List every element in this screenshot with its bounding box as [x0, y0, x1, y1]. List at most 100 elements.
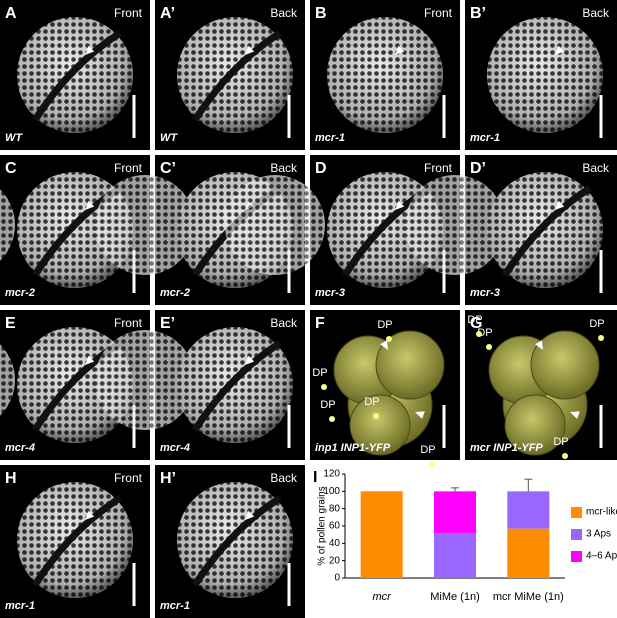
aperture — [192, 340, 282, 432]
genotype-label: mcr-3 — [315, 287, 345, 299]
aperture — [502, 185, 592, 277]
neighbor-grain — [405, 175, 505, 275]
y-tick-label: 0 — [334, 573, 340, 584]
panel-letter: G — [470, 315, 482, 332]
genotype-label: mcr-1 — [470, 132, 500, 144]
yfp-cell — [504, 394, 566, 456]
panel-letter: H’ — [160, 470, 176, 487]
genotype-label: mcr-3 — [470, 287, 500, 299]
y-tick-label: 80 — [329, 503, 341, 514]
view-label: Back — [582, 161, 610, 175]
yfp-cell — [530, 330, 600, 400]
yfp-dot — [386, 336, 392, 342]
arrowhead — [535, 340, 543, 350]
legend-label: 4–6 Aps — [586, 551, 617, 562]
arrowhead — [85, 355, 95, 365]
neighbor-grain — [0, 344, 15, 416]
view-label: Back — [270, 6, 298, 20]
y-tick-label: 120 — [323, 469, 340, 480]
aperture — [32, 495, 122, 587]
neighbor-grain — [225, 175, 325, 275]
legend-swatch — [571, 507, 582, 518]
view-label: Front — [424, 161, 453, 175]
bar-segment — [360, 491, 403, 578]
arrowhead — [395, 45, 405, 55]
view-label: Front — [114, 161, 143, 175]
view-label: Front — [114, 471, 143, 485]
yfp-dot — [373, 413, 379, 419]
yfp-dot — [329, 416, 335, 422]
image-panel: Back A’ WT — [155, 0, 305, 150]
genotype-label: mcr-4 — [160, 442, 190, 454]
y-tick-label: 60 — [329, 521, 341, 532]
view-label: Front — [114, 6, 143, 20]
x-tick-label: mcr — [373, 591, 393, 603]
y-tick-label: 100 — [323, 486, 340, 497]
yfp-dot — [321, 384, 327, 390]
arrowhead — [245, 510, 255, 520]
y-tick-label: 20 — [329, 555, 341, 566]
yfp-dot — [429, 461, 435, 467]
bar-segment — [507, 528, 550, 578]
arrowhead — [415, 411, 425, 419]
bar-segment — [434, 532, 476, 578]
dp-label: DP — [377, 319, 392, 331]
arrowhead — [85, 200, 95, 210]
dp-label: DP — [364, 396, 379, 408]
arrowhead — [555, 45, 565, 55]
yfp-cell — [375, 330, 445, 400]
panel-letter: A’ — [160, 5, 175, 22]
yfp-dot — [562, 453, 568, 459]
panel-letter: F — [315, 315, 325, 332]
bar-segment — [434, 491, 476, 533]
aperture — [32, 30, 122, 122]
neighbor-grain — [0, 189, 15, 261]
error-bar — [451, 487, 459, 492]
y-tick-label: 40 — [329, 538, 341, 549]
dp-label: DP — [320, 399, 335, 411]
genotype-label: mcr-1 — [5, 600, 35, 612]
aperture — [192, 30, 282, 122]
arrowhead — [380, 340, 388, 350]
image-panel: Back E’ mcr-4 — [95, 310, 305, 460]
arrowhead — [245, 355, 255, 365]
arrowhead — [245, 45, 255, 55]
panel-letter: D — [315, 160, 327, 177]
arrowhead — [570, 411, 580, 419]
arrowhead — [395, 200, 405, 210]
x-tick-label: mcr MiMe (1n) — [493, 591, 564, 603]
x-tick-label: MiMe (1n) — [430, 591, 480, 603]
dp-label: DP — [312, 367, 327, 379]
arrowhead — [85, 45, 95, 55]
dp-label: DP — [553, 436, 568, 448]
genotype-label: mcr-2 — [160, 287, 190, 299]
panel-letter: E — [5, 315, 16, 332]
yfp-dot — [486, 344, 492, 350]
y-axis-label: % of pollen grains — [317, 486, 328, 566]
view-label: Back — [270, 316, 298, 330]
panel-letter: E’ — [160, 315, 175, 332]
legend-swatch — [571, 529, 582, 540]
legend-label: mcr-like — [586, 507, 617, 518]
yfp-dot — [476, 331, 482, 337]
image-panel: Front A WT — [0, 0, 150, 150]
panel-letter: C — [5, 160, 17, 177]
panel-letter: H — [5, 470, 17, 487]
dp-label: DP — [420, 444, 435, 456]
neighbor-grain — [95, 175, 195, 275]
legend-swatch — [571, 551, 582, 562]
dp-label: DP — [467, 314, 482, 326]
pollen-shade — [327, 17, 443, 133]
panel-letter: A — [5, 5, 17, 22]
panel-letter: I — [313, 469, 317, 486]
yfp-dot — [598, 335, 604, 341]
aperture — [192, 495, 282, 587]
genotype-label: mcr-1 — [160, 600, 190, 612]
view-label: Back — [582, 6, 610, 20]
pollen-shade — [487, 17, 603, 133]
image-panel: Back B’ mcr-1 — [465, 0, 617, 150]
yfp-cell — [349, 394, 411, 456]
